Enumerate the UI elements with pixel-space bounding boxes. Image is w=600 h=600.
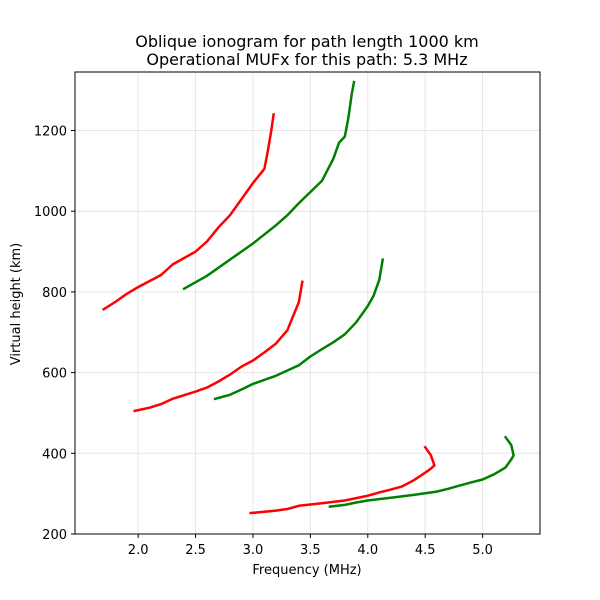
chart-title: Oblique ionogram for path length 1000 km [135,32,479,51]
x-axis: 2.0 2.5 3.0 3.5 4.0 4.5 5.0 [128,534,493,558]
series-line-1 [249,445,436,515]
x-tick-label: 5.0 [472,543,493,558]
y-axis-label: Virtual height (km) [9,243,24,366]
y-tick-label: 800 [42,286,67,301]
x-tick-label: 2.0 [128,543,149,558]
x-tick-label: 4.0 [357,543,378,558]
series-line-3 [133,280,304,413]
y-tick-label: 600 [42,367,67,382]
x-tick-label: 3.5 [300,543,321,558]
chart-subtitle: Operational MUFx for this path: 5.3 MHz [146,50,467,69]
y-tick-label: 1000 [34,205,67,220]
x-tick-label: 4.5 [415,543,436,558]
series-line-2 [328,435,515,508]
y-tick-label: 1200 [34,125,67,140]
x-axis-label: Frequency (MHz) [252,563,361,578]
series-line-5 [101,112,276,312]
x-tick-label: 2.5 [185,543,206,558]
series-line-4 [213,258,385,401]
chart-title-group: Oblique ionogram for path length 1000 km… [135,32,479,69]
series-group [101,80,515,515]
grid [75,72,540,535]
y-tick-label: 400 [42,447,67,462]
y-tick-label: 200 [42,528,67,543]
series-line-6 [182,80,356,291]
plot-frame [74,71,541,535]
x-tick-label: 3.0 [243,543,264,558]
y-axis: 200 400 600 800 1000 1200 [34,125,75,543]
